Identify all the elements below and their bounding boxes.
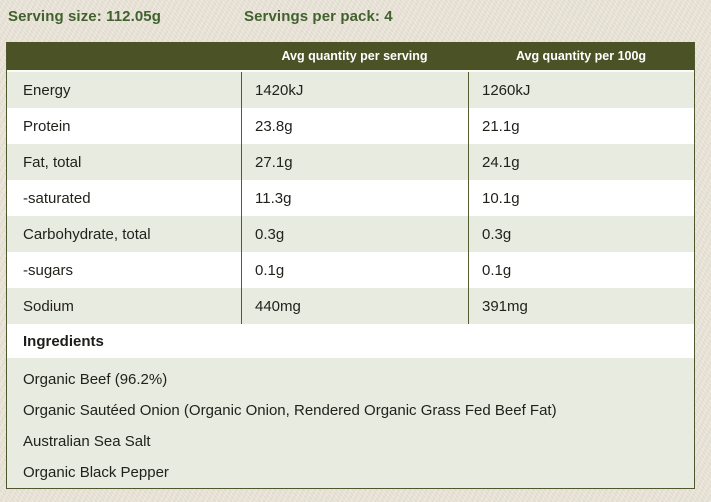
value-per-serving: 11.3g <box>241 180 468 216</box>
ingredient-item: Organic Black Pepper <box>23 464 169 481</box>
serving-size-label: Serving size: 112.05g <box>8 8 162 25</box>
col-header-per-100g: Avg quantity per 100g <box>515 49 647 63</box>
nutrient-label: Carbohydrate, total <box>23 225 151 243</box>
ingredient-item: Organic Beef (96.2%) <box>23 371 168 388</box>
value-per-100g: 24.1g <box>468 144 694 180</box>
value-per-serving: 0.1g <box>241 252 468 288</box>
nutrient-label: Sodium <box>23 297 74 315</box>
nutrient-label: -sugars <box>23 261 74 279</box>
col-header-spacer <box>7 42 241 70</box>
ingredient-item: Australian Sea Salt <box>23 433 151 450</box>
value-per-100g: 0.3g <box>468 216 694 252</box>
value-per-100g: 0.1g <box>468 252 694 288</box>
table-header-row: Avg quantity per serving Avg quantity pe… <box>7 42 694 70</box>
col-header-per-serving: Avg quantity per serving <box>281 49 428 63</box>
serving-info: Serving size: 112.05g Servings per pack:… <box>0 6 711 34</box>
table-row-saturated: -saturated 11.3g 10.1g <box>7 180 694 216</box>
value-per-serving: 440mg <box>241 288 468 324</box>
nutrient-label: -saturated <box>23 189 91 207</box>
nutrition-table: Avg quantity per serving Avg quantity pe… <box>6 42 695 489</box>
table-row-carbohydrate: Carbohydrate, total 0.3g 0.3g <box>7 216 694 252</box>
header-divider <box>7 70 694 72</box>
nutrient-label: Fat, total <box>23 153 82 171</box>
servings-per-pack-label: Servings per pack: 4 <box>244 8 393 25</box>
value-per-serving: 27.1g <box>241 144 468 180</box>
value-per-100g: 1260kJ <box>468 72 694 108</box>
value-per-100g: 10.1g <box>468 180 694 216</box>
value-per-serving: 1420kJ <box>241 72 468 108</box>
value-per-100g: 391mg <box>468 288 694 324</box>
table-row-sugars: -sugars 0.1g 0.1g <box>7 252 694 288</box>
table-row-energy: Energy 1420kJ 1260kJ <box>7 72 694 108</box>
ingredient-item: Organic Sautéed Onion (Organic Onion, Re… <box>23 402 557 419</box>
nutrient-label: Energy <box>23 81 71 99</box>
value-per-serving: 23.8g <box>241 108 468 144</box>
table-row-fat-total: Fat, total 27.1g 24.1g <box>7 144 694 180</box>
ingredients-list: Organic Beef (96.2%) Organic Sautéed Oni… <box>7 358 694 488</box>
table-row-sodium: Sodium 440mg 391mg <box>7 288 694 324</box>
nutrient-label: Protein <box>23 117 71 135</box>
table-row-protein: Protein 23.8g 21.1g <box>7 108 694 144</box>
value-per-100g: 21.1g <box>468 108 694 144</box>
ingredients-heading: Ingredients <box>7 324 694 358</box>
value-per-serving: 0.3g <box>241 216 468 252</box>
